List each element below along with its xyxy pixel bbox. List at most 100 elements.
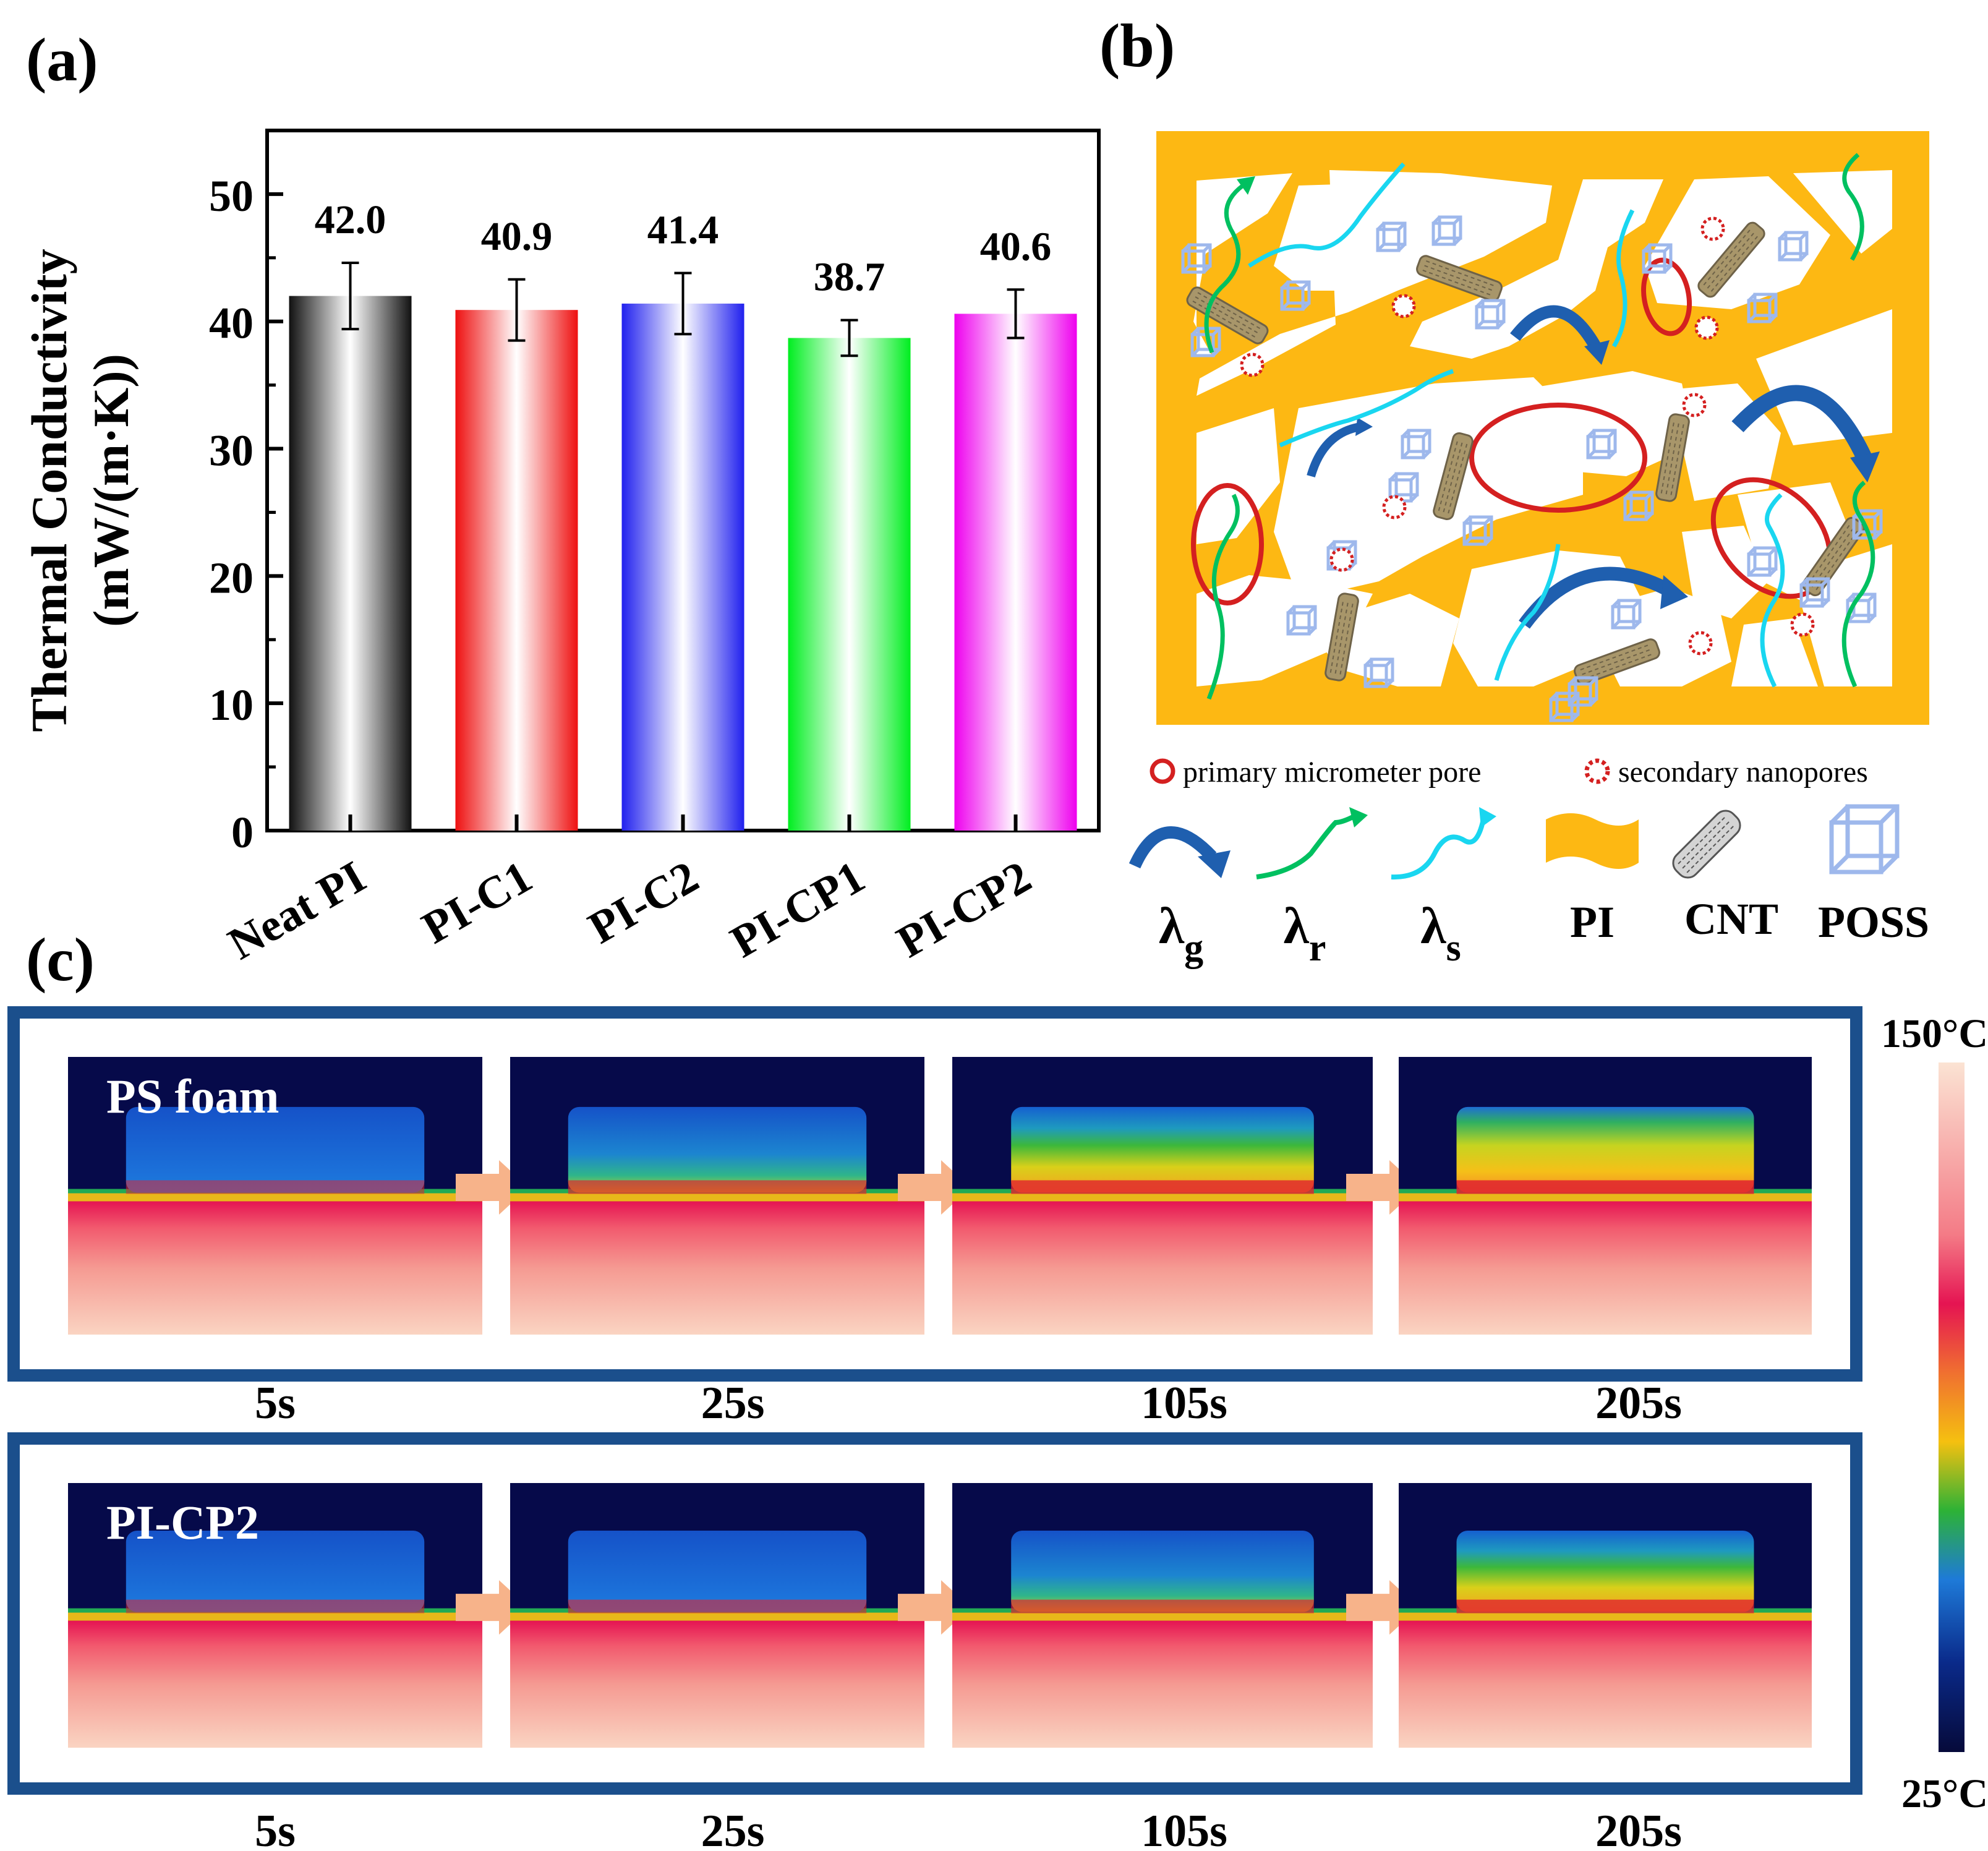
sample-bottom-hot: [568, 1180, 867, 1194]
symbol-pi: PI: [1570, 897, 1615, 947]
primary-pore-label: primary micrometer pore: [1183, 756, 1481, 789]
gas-conduction-arrow-icon: [1128, 826, 1231, 878]
y-axis: 0 10 20 30 40 50: [209, 171, 283, 857]
heating-stage: [68, 1201, 482, 1335]
thermal-frame: [1399, 1483, 1812, 1748]
thermal-images: PS foam 5s 25s 105s 205s PI-CP2 5s 25s 105s 205s: [7, 1006, 1862, 1851]
sample-label: PS foam: [106, 1069, 279, 1123]
time-label: 5s: [255, 1806, 296, 1851]
symbol-legend: [1128, 804, 1900, 880]
transition-band: [510, 1612, 924, 1621]
sample-bottom-hot: [1011, 1599, 1314, 1614]
thermal-frame: [510, 1057, 924, 1335]
bar-value-label: 41.4: [647, 208, 719, 253]
cnt-icon: [1672, 810, 1741, 879]
x-tick-label: PI-C1: [414, 852, 540, 954]
foam-sample: [126, 1531, 425, 1612]
x-tick-label: Neat PI: [220, 852, 374, 970]
thermal-frame: [510, 1483, 924, 1748]
transition-band: [1399, 1192, 1812, 1202]
x-tick-label: PI-C2: [580, 852, 707, 954]
foam-sample: [126, 1106, 425, 1193]
bar-chart: 0 10 20 30 40 50 42.0 40.9 41.4 38.7 40.6 Neat PI…: [21, 129, 1101, 970]
heating-stage: [952, 1201, 1373, 1335]
bar-value-label: 42.0: [315, 197, 386, 242]
sample-bottom-hot: [1456, 1180, 1754, 1194]
foam-sample: [568, 1531, 867, 1612]
sample-bottom-hot: [126, 1180, 425, 1194]
color-bar: [1939, 1062, 1965, 1752]
bar: [788, 338, 911, 831]
thermal-frame: [952, 1057, 1373, 1335]
sample-bottom-hot: [126, 1599, 425, 1614]
transition-band: [510, 1192, 924, 1202]
transition-band: [68, 1192, 482, 1202]
x-tick-label: PI-CP1: [722, 852, 873, 968]
porous-structure-schematic: [1156, 131, 1929, 725]
bar: [289, 296, 412, 831]
scale-min-label: 25°C: [1901, 1771, 1988, 1816]
heating-stage: [1399, 1201, 1812, 1335]
symbol-poss: POSS: [1818, 897, 1929, 947]
symbol-cnt: CNT: [1684, 894, 1778, 944]
transition-band: [952, 1612, 1373, 1621]
foam-sample: [1456, 1531, 1754, 1612]
panel-label-b: (b): [1099, 11, 1175, 80]
secondary-pore-label: secondary nanopores: [1618, 756, 1868, 789]
thermal-frame: PS foam: [68, 1057, 482, 1335]
heating-stage: [68, 1620, 482, 1748]
symbol-labels: λg λr λs PI CNT POSS: [1159, 894, 1929, 969]
y-tick-label: 0: [231, 808, 254, 857]
transition-band: [952, 1192, 1373, 1202]
panel-label-c: (c): [26, 925, 95, 994]
time-label: 105s: [1141, 1806, 1227, 1851]
scale-max-label: 150°C: [1881, 1011, 1988, 1056]
y-tick-label: 50: [209, 171, 254, 221]
sample-bottom-hot: [568, 1599, 867, 1614]
heating-stage: [952, 1620, 1373, 1748]
transition-band: [1399, 1612, 1812, 1621]
time-label: 25s: [701, 1378, 765, 1429]
y-axis-label-line2: (mW/(m·K)): [83, 354, 139, 627]
heating-stage: [510, 1201, 924, 1335]
sample-bottom-hot: [1456, 1599, 1754, 1614]
transition-band: [68, 1612, 482, 1621]
thermal-frame: [1399, 1057, 1812, 1335]
foam-sample: [568, 1106, 867, 1193]
time-label: 205s: [1595, 1378, 1682, 1429]
x-tick-label: PI-CP2: [889, 852, 1039, 968]
bar-value-label: 40.9: [481, 214, 553, 259]
bar: [954, 314, 1077, 831]
bars: 42.0 40.9 41.4 38.7 40.6: [289, 197, 1077, 831]
bar-value-label: 38.7: [814, 255, 885, 300]
symbol-gas: λg: [1159, 897, 1203, 969]
x-axis-labels: Neat PI PI-C1 PI-C2 PI-CP1 PI-CP2: [220, 852, 1039, 970]
heating-stage: [1399, 1620, 1812, 1748]
symbol-radiation: λr: [1284, 897, 1326, 969]
y-axis-label-line1: Thermal Conductivity: [21, 249, 77, 732]
y-tick-label: 10: [209, 680, 254, 730]
heating-stage: [510, 1620, 924, 1748]
primary-pore-marker: [1150, 758, 1175, 784]
y-tick-label: 20: [209, 553, 254, 602]
pi-matrix-icon: [1546, 813, 1639, 869]
radiation-arrow-icon: [1256, 807, 1368, 879]
thermal-frame: [952, 1483, 1373, 1748]
y-tick-label: 40: [209, 299, 254, 348]
secondary-pore-marker: [1584, 758, 1610, 784]
foam-sample: [1456, 1106, 1754, 1193]
sample-bottom-hot: [1011, 1180, 1314, 1194]
y-tick-label: 30: [209, 426, 254, 476]
foam-sample: [1011, 1531, 1314, 1612]
time-label: 5s: [255, 1378, 296, 1429]
panel-label-a: (a): [26, 25, 98, 94]
time-label: 105s: [1141, 1378, 1227, 1429]
poss-cube-icon: [1829, 804, 1900, 874]
sample-label: PI-CP2: [106, 1495, 259, 1549]
solid-conduction-arrow-icon: [1391, 807, 1496, 880]
bar: [621, 303, 744, 831]
symbol-solid: λs: [1420, 897, 1461, 969]
foam-sample: [1011, 1106, 1314, 1193]
time-label: 205s: [1595, 1806, 1682, 1851]
